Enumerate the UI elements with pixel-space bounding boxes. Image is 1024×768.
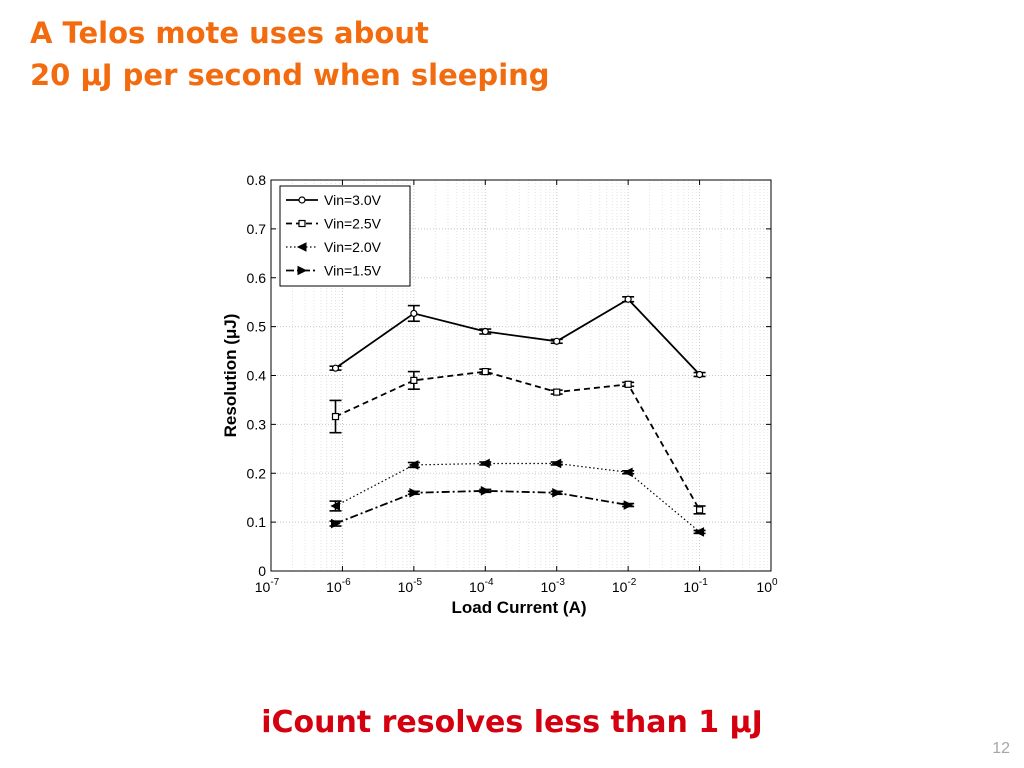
legend-label: Vin=3.0V	[324, 192, 382, 208]
x-tick-exponent: 0	[772, 577, 778, 588]
data-point	[552, 487, 562, 498]
slide-caption: iCount resolves less than 1 μJ	[261, 705, 763, 740]
y-tick-label: 0	[258, 563, 266, 579]
data-point	[624, 295, 632, 303]
x-tick-exponent: -4	[485, 577, 494, 588]
slide-title-line-1: A Telos mote uses about	[30, 16, 429, 50]
data-point	[331, 364, 340, 372]
legend-marker	[298, 219, 306, 228]
data-point	[624, 380, 632, 388]
data-point	[409, 487, 419, 498]
slide-title-line-2: 20 μJ per second when sleeping	[30, 58, 550, 92]
data-point	[410, 376, 418, 384]
x-tick-label: 100	[756, 577, 778, 595]
x-tick-label: 10-2	[612, 577, 637, 595]
resolution-chart: 10-7 10-6 10-5 10-4 10-3 10-2 10-1 10000.10.20.…	[221, 172, 778, 617]
data-point	[480, 486, 491, 496]
legend-label: Vin=2.0V	[324, 239, 382, 255]
x-tick-label: 10-7	[255, 577, 280, 595]
legend-marker	[298, 196, 306, 204]
x-tick-label: 10-5	[398, 577, 423, 595]
data-point	[553, 388, 561, 396]
data-point	[410, 309, 418, 318]
page-number: 12	[992, 740, 1010, 757]
data-point	[331, 518, 341, 529]
y-tick-label: 0.2	[247, 465, 267, 481]
y-axis-label: Resolution (μJ)	[221, 314, 240, 438]
x-tick-label: 10-1	[683, 577, 708, 595]
y-tick-label: 0.3	[247, 416, 267, 432]
y-tick-label: 0.8	[247, 172, 267, 188]
x-tick-exponent: -2	[627, 577, 636, 588]
legend-label: Vin=1.5V	[324, 263, 382, 279]
data-point	[623, 467, 633, 478]
data-point	[481, 327, 489, 336]
legend-item: Vin=3.0V	[286, 192, 382, 208]
data-point	[694, 527, 705, 537]
data-point	[408, 460, 419, 470]
data-point	[331, 412, 340, 421]
legend-label: Vin=2.5V	[324, 216, 382, 232]
y-tick-label: 0.6	[247, 270, 267, 286]
series-1	[329, 367, 706, 515]
data-point	[480, 458, 490, 469]
series-line	[334, 298, 701, 376]
legend: Vin=3.0V Vin=2.5V Vin=2.0V Vin=1.5V	[279, 185, 411, 287]
series-3	[329, 486, 635, 529]
x-axis-label: Load Current (A)	[451, 598, 586, 617]
x-tick-exponent: -1	[699, 577, 708, 588]
y-tick-label: 0.5	[247, 319, 267, 335]
x-tick-label: 10-3	[540, 577, 565, 595]
legend-item: Vin=2.0V	[286, 239, 382, 255]
x-tick-exponent: -5	[413, 577, 422, 588]
data-point	[330, 501, 341, 511]
legend-marker	[297, 265, 308, 276]
x-tick-exponent: -7	[270, 577, 279, 588]
x-tick-label: 10-4	[469, 577, 494, 595]
y-tick-label: 0.4	[247, 368, 267, 384]
x-tick-exponent: -3	[556, 577, 565, 588]
data-point	[695, 506, 704, 514]
y-tick-label: 0.1	[247, 514, 267, 530]
legend-marker	[296, 242, 307, 252]
legend-item: Vin=2.5V	[286, 216, 382, 232]
series-2	[329, 458, 706, 537]
data-point	[481, 367, 489, 376]
x-tick-label: 10-6	[326, 577, 351, 595]
data-point	[553, 337, 561, 345]
legend-item: Vin=1.5V	[286, 263, 382, 279]
data-point	[695, 370, 704, 379]
x-tick-exponent: -6	[342, 577, 351, 588]
data-point	[551, 458, 562, 469]
series-0	[329, 295, 706, 379]
series-line	[335, 370, 701, 511]
y-tick-label: 0.7	[247, 221, 267, 237]
data-point	[623, 500, 634, 510]
